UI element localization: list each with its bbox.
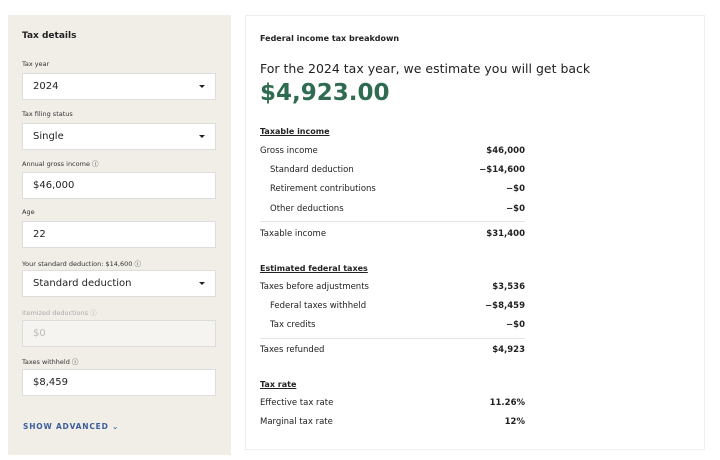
table-row: Taxes before adjustments $3,536 [260,282,525,292]
breakdown-title: Federal income tax breakdown [260,34,400,43]
section-title: Tax rate [260,380,297,389]
withheld-label: Taxes withheld ⓘ [22,358,79,366]
chevron-down-icon: ⌄ [112,422,120,431]
table-row: Marginal tax rate 12% [260,417,525,427]
breakdown-panel: Federal income tax breakdown For the 202… [245,15,705,450]
show-advanced-button[interactable]: SHOW ADVANCED ⌄ [23,422,120,431]
deduction-value: Standard deduction [33,278,132,289]
withheld-input[interactable]: $8,459 [22,369,216,396]
filing-status-label: Tax filing status [22,110,73,118]
refund-amount: $4,923.00 [260,80,390,106]
deduction-select[interactable]: Standard deduction [22,270,216,297]
gross-income-label: Annual gross income ⓘ [22,160,99,168]
help-icon[interactable]: ⓘ [89,160,99,168]
itemized-placeholder: $0 [33,328,46,339]
itemized-input: $0 [22,320,216,347]
section-title: Estimated federal taxes [260,264,368,273]
divider [260,221,525,222]
section-title: Taxable income [260,127,330,136]
table-row: Other deductions −$0 [270,204,525,214]
itemized-label: Itemized deductions ⓘ [22,309,97,317]
table-row: Retirement contributions −$0 [270,184,525,194]
age-input[interactable]: 22 [22,221,216,248]
withheld-value: $8,459 [33,377,68,388]
caret-down-icon [199,135,205,138]
caret-down-icon [199,282,205,285]
help-icon[interactable]: ⓘ [88,309,97,317]
tax-year-label: Tax year [22,60,50,68]
age-value: 22 [33,229,46,240]
gross-income-value: $46,000 [33,180,75,191]
table-row: Standard deduction −$14,600 [270,165,525,175]
help-icon[interactable]: ⓘ [69,358,79,366]
estimate-subtitle: For the 2024 tax year, we estimate you w… [260,61,591,76]
filing-status-value: Single [33,131,64,142]
panel-title: Tax details [22,31,77,41]
divider [260,338,525,339]
tax-details-panel: Tax details Tax year 2024 Tax filing sta… [8,15,231,455]
filing-status-select[interactable]: Single [22,123,216,150]
table-row: Taxes refunded $4,923 [260,345,525,355]
deduction-label: Your standard deduction: $14,600 ⓘ [22,260,141,268]
table-row: Federal taxes withheld −$8,459 [270,301,525,311]
tax-year-value: 2024 [33,81,59,92]
age-label: Age [22,208,35,216]
table-row: Gross income $46,000 [260,146,525,156]
table-row: Effective tax rate 11.26% [260,398,525,408]
tax-year-select[interactable]: 2024 [22,73,216,100]
help-icon[interactable]: ⓘ [132,260,141,268]
table-row: Tax credits −$0 [270,320,525,330]
caret-down-icon [199,85,205,88]
table-row: Taxable income $31,400 [260,229,525,239]
gross-income-input[interactable]: $46,000 [22,172,216,199]
